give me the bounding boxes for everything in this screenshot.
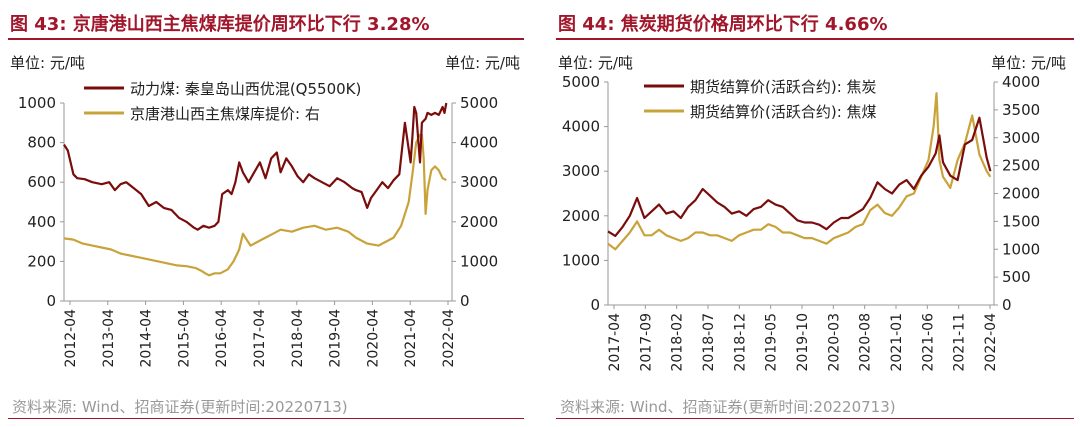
chart-plot: 1000800600400200050004000300020001000020… [18, 77, 498, 368]
legend-bg [80, 102, 338, 124]
x-tick-label: 2014-04 [139, 309, 155, 368]
chart-title-text: 京唐港山西主焦煤库提价周环比下行 3.28% [72, 14, 430, 35]
series-line-1 [63, 102, 448, 231]
y-tick-label-right: 2500 [1002, 157, 1040, 175]
legend-bg [80, 77, 428, 99]
figure-label: 图 44: [558, 14, 615, 35]
y-tick-label-right: 3000 [460, 173, 498, 191]
series-line-1 [607, 116, 992, 237]
y-tick-label-right: 5000 [460, 94, 498, 112]
y-tick-label-right: 3000 [1002, 129, 1040, 147]
x-tick-label: 2018-04 [290, 309, 306, 368]
y-tick-label-right: 2000 [460, 213, 498, 231]
title-rule [8, 38, 524, 40]
chart-title: 图 43: 京唐港山西主焦煤库提价周环比下行 3.28% [10, 10, 430, 36]
y-tick-label-right: 1000 [1002, 240, 1040, 258]
unit-right: 单位: 元/吨 [445, 54, 520, 72]
x-tick-label: 2012-04 [63, 309, 79, 368]
chart-panel-fig43: 图 43: 京唐港山西主焦煤库提价周环比下行 3.28% 单位: 元/吨 单位:… [0, 0, 530, 427]
y-tick-label-left: 1000 [18, 94, 56, 112]
source-note: 资料来源: Wind、招商证券(更新时间:20220713) [560, 398, 896, 416]
x-tick-label: 2016-04 [214, 309, 230, 368]
y-tick-label-left: 1000 [562, 251, 600, 269]
legend-label: 动力煤: 秦皇岛山西优混(Q5500K) [130, 80, 361, 98]
y-tick-label-left: 0 [46, 292, 56, 310]
x-tick-label: 2020-03 [826, 313, 842, 372]
y-tick-label-right: 4000 [460, 134, 498, 152]
y-tick-label-left: 5000 [562, 73, 600, 91]
legend-label: 京唐港山西主焦煤库提价: 右 [130, 105, 320, 123]
y-tick-label-right: 0 [1002, 296, 1012, 314]
source-note: 资料来源: Wind、招商证券(更新时间:20220713) [12, 398, 348, 416]
chart-plot: 5000400030002000100004000350030002500200… [562, 73, 1040, 372]
x-tick-label: 2020-04 [365, 309, 381, 368]
legend-bg [640, 100, 913, 122]
chart-title-text: 焦炭期货价格周环比下行 4.66% [620, 14, 888, 35]
x-tick-label: 2021-04 [403, 309, 419, 368]
y-tick-label-right: 0 [460, 292, 470, 310]
source-rule [8, 418, 524, 419]
x-tick-label: 2022-04 [983, 313, 999, 372]
y-tick-label-right: 1500 [1002, 212, 1040, 230]
series-line-2 [63, 133, 447, 277]
unit-right: 单位: 元/吨 [991, 54, 1066, 72]
y-tick-label-left: 200 [27, 252, 56, 270]
chart-panel-fig44: 图 44: 焦炭期货价格周环比下行 4.66% 单位: 元/吨 单位: 元/吨 … [548, 0, 1080, 427]
y-tick-label-left: 800 [27, 134, 56, 152]
legend-bg [640, 75, 913, 97]
x-tick-label: 2017-04 [607, 313, 623, 372]
x-tick-label: 2018-07 [701, 313, 717, 372]
y-tick-label-right: 2000 [1002, 185, 1040, 203]
x-tick-label: 2021-01 [889, 313, 905, 372]
y-tick-label-left: 4000 [562, 118, 600, 136]
y-tick-label-right: 500 [1002, 268, 1031, 286]
x-tick-label: 2020-08 [858, 313, 874, 372]
legend-label: 期货结算价(活跃合约): 焦炭 [690, 78, 877, 96]
x-tick-label: 2019-05 [764, 313, 780, 372]
x-tick-label: 2018-12 [732, 313, 748, 372]
unit-left: 单位: 元/吨 [558, 54, 633, 72]
source-rule [556, 418, 1074, 419]
x-tick-label: 2021-11 [952, 313, 968, 372]
x-tick-label: 2017-04 [252, 309, 268, 368]
x-tick-label: 2019-10 [795, 313, 811, 372]
title-rule [556, 38, 1074, 40]
x-tick-label: 2017-09 [638, 313, 654, 372]
y-tick-label-left: 0 [590, 296, 600, 314]
legend-label: 期货结算价(活跃合约): 焦煤 [690, 103, 877, 121]
unit-left: 单位: 元/吨 [10, 54, 85, 72]
y-tick-label-right: 3500 [1002, 101, 1040, 119]
x-tick-label: 2013-04 [101, 309, 117, 368]
y-tick-label-left: 600 [27, 173, 56, 191]
x-tick-label: 2021-06 [920, 313, 936, 372]
y-tick-label-right: 4000 [1002, 73, 1040, 91]
figure-label: 图 43: [10, 14, 67, 35]
x-tick-label: 2019-04 [328, 309, 344, 368]
series-line-2 [607, 92, 992, 251]
chart-title: 图 44: 焦炭期货价格周环比下行 4.66% [558, 10, 888, 36]
y-tick-label-left: 3000 [562, 162, 600, 180]
y-tick-label-left: 2000 [562, 207, 600, 225]
x-tick-label: 2015-04 [176, 309, 192, 368]
y-tick-label-left: 400 [27, 213, 56, 231]
y-tick-label-right: 1000 [460, 252, 498, 270]
x-tick-label: 2018-02 [670, 313, 686, 372]
x-tick-label: 2022-04 [441, 309, 457, 368]
